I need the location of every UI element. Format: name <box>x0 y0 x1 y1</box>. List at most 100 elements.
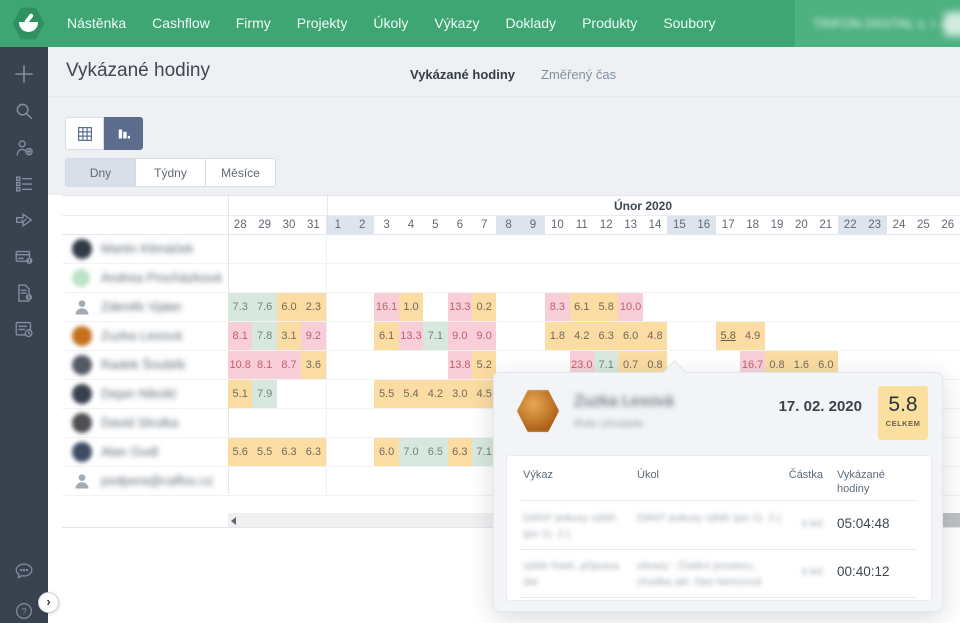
hours-cell[interactable]: 13.3 <box>447 293 472 321</box>
hours-cell[interactable]: 7.0 <box>398 438 424 466</box>
hours-cell[interactable]: 5.4 <box>398 380 424 408</box>
hours-cell[interactable]: 7.6 <box>252 293 277 321</box>
user-avatar[interactable] <box>944 12 960 36</box>
tab-zmereny-cas[interactable]: Změřený čas <box>541 67 617 82</box>
period-button-tydny[interactable]: Týdny <box>136 158 206 187</box>
hours-cell[interactable]: 8.1 <box>228 322 253 350</box>
hours-cell[interactable]: 8.7 <box>276 351 302 379</box>
hours-cell[interactable]: 4.5 <box>472 380 497 408</box>
timesheet-clock-icon[interactable] <box>13 318 35 340</box>
hours-cell[interactable]: 13.8 <box>447 351 472 379</box>
hours-cell[interactable]: 10.8 <box>228 351 253 379</box>
hours-cell[interactable]: 6.1 <box>569 293 594 321</box>
hours-cell[interactable]: 6.0 <box>276 293 302 321</box>
nav-item-firmy[interactable]: Firmy <box>235 15 271 31</box>
user-name-blurred[interactable]: Dejan Nikolić <box>101 386 177 401</box>
user-name-blurred[interactable]: Martin Klimáček <box>101 241 194 256</box>
hours-cell[interactable]: 6.3 <box>447 438 472 466</box>
hours-cell[interactable]: 9.2 <box>301 322 326 350</box>
user-name-blurred[interactable]: David Strulka <box>101 415 179 430</box>
search-icon[interactable] <box>13 100 35 122</box>
popup-header-divider <box>521 500 917 501</box>
hours-cell[interactable]: 13.3 <box>398 322 424 350</box>
add-contact-icon[interactable] <box>13 137 35 159</box>
period-button-dny[interactable]: Dny <box>65 158 136 187</box>
user-name-blurred[interactable]: podpora@caflou.cz <box>101 473 214 488</box>
hours-cell[interactable]: 16.1 <box>374 293 399 321</box>
hours-cell[interactable]: 4.2 <box>423 380 448 408</box>
hours-cell[interactable]: 8.3 <box>545 293 570 321</box>
hours-cell-selected[interactable]: 5.8 <box>716 322 741 350</box>
nav-item-projekty[interactable]: Projekty <box>296 15 348 31</box>
hours-cell[interactable]: 6.1 <box>374 322 399 350</box>
hours-cell[interactable]: 5.5 <box>252 438 277 466</box>
hours-cell[interactable]: 7.1 <box>423 322 448 350</box>
hours-cell[interactable]: 0.2 <box>472 293 497 321</box>
hours-cell[interactable]: 5.6 <box>228 438 253 466</box>
hours-cell[interactable]: 4.2 <box>569 322 594 350</box>
hours-cell[interactable]: 6.0 <box>374 438 399 466</box>
popup-col-vykaz: Výkaz <box>523 469 553 481</box>
hours-cell[interactable]: 1.0 <box>398 293 424 321</box>
date-header-cell: 20 <box>794 219 808 231</box>
nav-item-nastenka[interactable]: Nástěnka <box>67 15 127 31</box>
hours-cell[interactable]: 5.8 <box>594 293 619 321</box>
hours-cell[interactable]: 6.3 <box>276 438 302 466</box>
popup-user-subtitle-blurred: Role uživatele <box>574 418 644 430</box>
nav-item-cashflow[interactable]: Cashflow <box>152 15 210 31</box>
nav-item-doklady[interactable]: Doklady <box>505 15 557 31</box>
invoice-alert-icon[interactable] <box>13 282 35 304</box>
popup-row-divider <box>521 597 917 598</box>
hours-cell[interactable]: 5.5 <box>374 380 399 408</box>
hours-cell[interactable]: 7.8 <box>252 322 277 350</box>
view-mode-toggle <box>65 117 143 150</box>
date-header-cell: 16 <box>691 216 716 234</box>
hours-cell[interactable]: 3.1 <box>276 322 302 350</box>
hours-cell[interactable]: 6.3 <box>594 322 619 350</box>
send-check-icon[interactable] <box>13 209 35 231</box>
scroll-left-arrow-icon[interactable] <box>231 517 236 525</box>
hours-cell[interactable]: 5.1 <box>228 380 253 408</box>
hours-cell[interactable]: 9.0 <box>472 322 497 350</box>
hours-cell[interactable]: 7.9 <box>252 380 277 408</box>
hours-cell[interactable]: 3.6 <box>301 351 326 379</box>
date-header-cell: 10 <box>550 219 564 231</box>
chat-icon[interactable] <box>13 560 35 582</box>
hours-cell[interactable]: 7.3 <box>228 293 253 321</box>
hours-cell[interactable]: 5.2 <box>472 351 497 379</box>
hours-cell[interactable]: 2.3 <box>301 293 326 321</box>
app-logo-icon[interactable] <box>12 7 45 40</box>
hours-cell[interactable]: 1.8 <box>545 322 570 350</box>
user-name-blurred[interactable]: Alan Godl <box>101 444 159 459</box>
hours-cell[interactable]: 4.9 <box>740 322 765 350</box>
tab-vykazane-hodiny[interactable]: Vykázané hodiny <box>410 67 515 82</box>
user-name-blurred[interactable]: Zuzka Lexová <box>101 328 182 343</box>
account-switcher[interactable]: TRIFON DIGITAL s. r. o. ▼ <box>795 0 960 47</box>
billing-card-icon[interactable] <box>13 246 35 268</box>
nav-item-vykazy[interactable]: Výkazy <box>434 15 480 31</box>
sidebar-expand-button[interactable]: › <box>38 592 59 613</box>
hours-cell[interactable]: 7.1 <box>472 438 497 466</box>
nav-item-soubory[interactable]: Soubory <box>663 15 716 31</box>
hours-cell[interactable]: 6.3 <box>301 438 326 466</box>
date-header-cell: 21 <box>819 219 833 231</box>
task-list-icon[interactable] <box>13 173 35 195</box>
view-grid-button[interactable] <box>65 117 104 150</box>
hours-cell[interactable]: 8.1 <box>252 351 277 379</box>
hours-cell[interactable]: 3.0 <box>447 380 472 408</box>
hours-cell[interactable]: 9.0 <box>447 322 472 350</box>
user-name-blurred[interactable]: Andrea Procházková <box>101 270 222 285</box>
period-button-mesice[interactable]: Měsíce <box>206 158 276 187</box>
nav-item-produkty[interactable]: Produkty <box>582 15 638 31</box>
hours-cell[interactable]: 4.8 <box>642 322 668 350</box>
page-tabs: Vykázané hodiny Změřený čas <box>410 67 616 82</box>
user-name-blurred[interactable]: Radek Šnoblík <box>101 357 186 372</box>
nav-item-ukoly[interactable]: Úkoly <box>373 15 409 31</box>
hours-cell[interactable]: 10.0 <box>618 293 643 321</box>
hours-cell[interactable]: 6.5 <box>423 438 448 466</box>
add-icon[interactable] <box>11 61 37 87</box>
view-chart-button[interactable] <box>104 117 143 150</box>
user-name-blurred[interactable]: Zdeněk Vjater <box>101 299 182 314</box>
hours-cell[interactable]: 6.0 <box>618 322 643 350</box>
help-icon[interactable]: ? <box>13 600 35 622</box>
